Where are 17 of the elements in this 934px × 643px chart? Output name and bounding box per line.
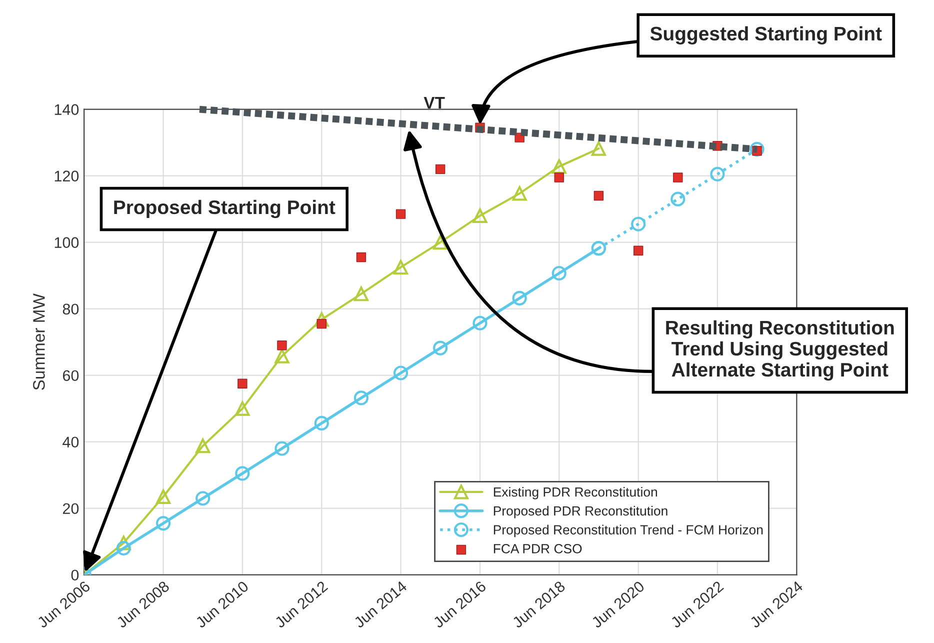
y-tick-label: 60 xyxy=(62,370,79,382)
annotation: VT xyxy=(424,97,445,108)
y-tick-label: 40 xyxy=(62,436,79,448)
annotation: Suggested Starting Point xyxy=(650,26,882,44)
y-tick-label: 140 xyxy=(54,104,79,115)
annotation: Resulting Reconstitution Trend Using Suggested Alternate Starting Point xyxy=(666,320,894,381)
y-tick-label: 20 xyxy=(62,503,79,514)
y-tick-label: 0 xyxy=(71,570,79,581)
legend-label: Existing PDR Reconstitution xyxy=(494,486,658,500)
y-axis-title: Summer MW xyxy=(33,294,45,390)
y-tick-label: 100 xyxy=(54,237,79,248)
y-tick-label: 120 xyxy=(54,170,79,182)
legend-label: Proposed Reconstitution Trend - FCM Horizon xyxy=(494,524,763,538)
y-tick-label: 80 xyxy=(62,304,79,315)
legend-label: Proposed PDR Reconstitution xyxy=(494,506,668,518)
legend-label: FCA PDR CSO xyxy=(494,544,582,554)
annotation: Proposed Starting Point xyxy=(114,200,336,218)
